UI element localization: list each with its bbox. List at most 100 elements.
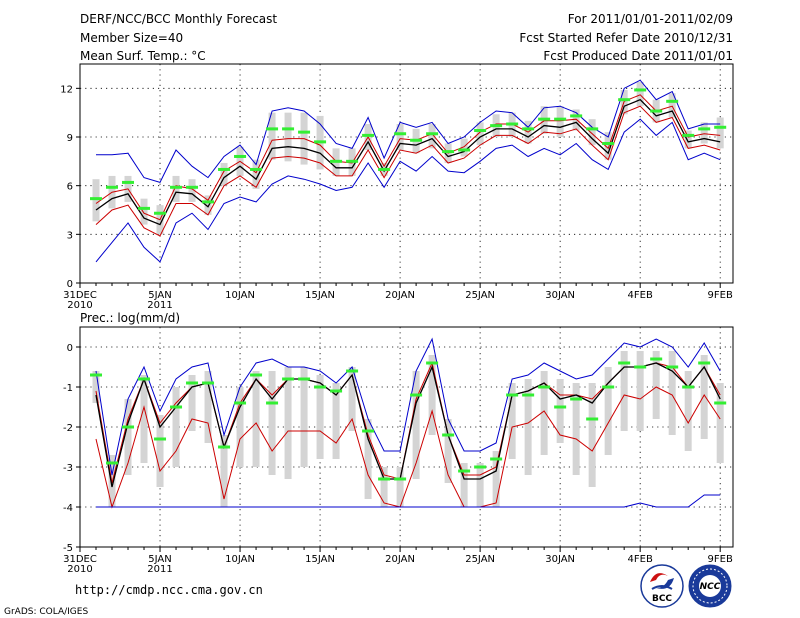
y-tick-label: -2 bbox=[63, 423, 73, 434]
median-marker bbox=[346, 159, 359, 163]
median-marker bbox=[426, 361, 439, 365]
iqr-box bbox=[668, 93, 676, 118]
iqr-box bbox=[284, 367, 292, 479]
refer-date: Fcst Started Refer Date 2010/12/31 bbox=[519, 31, 733, 45]
y-tick-label: 3 bbox=[67, 230, 73, 241]
iqr-box bbox=[700, 355, 708, 439]
y-tick-label: 0 bbox=[67, 279, 73, 290]
variable-label-precipitation: Prec.: log(mm/d) bbox=[80, 311, 180, 325]
median-marker bbox=[602, 141, 615, 145]
y-tick-label: 12 bbox=[60, 84, 73, 95]
iqr-box bbox=[588, 119, 596, 146]
median-marker bbox=[250, 373, 263, 377]
iqr-box bbox=[556, 106, 564, 137]
series-line-lower bbox=[95, 105, 721, 237]
iqr-box bbox=[220, 162, 228, 186]
iqr-box bbox=[460, 463, 468, 507]
ncc-logo-text: NCC bbox=[700, 582, 721, 592]
median-marker bbox=[714, 401, 727, 405]
x-tick-sublabel: 2010 bbox=[67, 564, 92, 575]
median-marker bbox=[234, 401, 247, 405]
median-marker bbox=[410, 393, 423, 397]
median-marker bbox=[138, 206, 151, 210]
iqr-box bbox=[252, 159, 260, 189]
median-marker bbox=[474, 465, 487, 469]
precipitation-plot-frame bbox=[79, 326, 734, 548]
median-marker bbox=[522, 393, 535, 397]
bcc-logo: BCC bbox=[640, 564, 684, 608]
x-tick-label: 4FEB bbox=[628, 554, 653, 565]
iqr-box bbox=[604, 367, 612, 455]
median-marker bbox=[474, 129, 487, 133]
y-tick-label: -5 bbox=[63, 543, 73, 554]
temperature-plot-frame bbox=[79, 63, 734, 284]
median-marker bbox=[154, 211, 167, 215]
median-marker bbox=[314, 140, 327, 144]
iqr-box bbox=[396, 467, 404, 507]
median-marker bbox=[170, 185, 183, 189]
series-line-min bbox=[95, 118, 721, 263]
iqr-box bbox=[188, 375, 196, 431]
iqr-box bbox=[364, 419, 372, 499]
median-marker bbox=[362, 133, 375, 137]
median-marker bbox=[538, 117, 551, 121]
x-tick-label: 20JAN bbox=[385, 554, 415, 565]
median-marker bbox=[106, 185, 119, 189]
iqr-box bbox=[300, 367, 308, 467]
median-marker bbox=[570, 397, 583, 401]
website-url[interactable]: http://cmdp.ncc.cma.gov.cn bbox=[75, 583, 263, 597]
median-marker bbox=[234, 154, 247, 158]
iqr-box bbox=[140, 198, 148, 225]
iqr-box bbox=[476, 463, 484, 507]
iqr-box bbox=[204, 371, 212, 443]
x-tick-label: 9FEB bbox=[708, 554, 733, 565]
iqr-box bbox=[204, 195, 212, 215]
iqr-box bbox=[636, 351, 644, 431]
median-marker bbox=[298, 130, 311, 134]
median-marker bbox=[346, 369, 359, 373]
y-tick-label: 6 bbox=[67, 182, 73, 193]
x-tick-label: 30JAN bbox=[545, 554, 575, 565]
median-marker bbox=[442, 433, 455, 437]
iqr-box bbox=[268, 371, 276, 475]
iqr-box bbox=[396, 124, 404, 150]
member-size: Member Size=40 bbox=[80, 31, 183, 45]
median-marker bbox=[426, 132, 439, 136]
x-tick-sublabel: 2011 bbox=[147, 564, 172, 575]
iqr-box bbox=[524, 379, 532, 475]
iqr-box bbox=[332, 383, 340, 459]
x-tick-label: 31DEC bbox=[63, 554, 97, 565]
iqr-box bbox=[652, 351, 660, 419]
median-marker bbox=[506, 122, 519, 126]
y-tick-label: -1 bbox=[63, 383, 73, 394]
iqr-box bbox=[556, 379, 564, 443]
iqr-box bbox=[316, 375, 324, 459]
y-tick-label: 9 bbox=[67, 133, 73, 144]
median-marker bbox=[218, 167, 231, 171]
x-tick-label: 5JAN bbox=[148, 290, 171, 301]
median-marker bbox=[650, 109, 663, 113]
iqr-box bbox=[508, 383, 516, 459]
median-marker bbox=[442, 150, 455, 154]
median-marker bbox=[554, 405, 567, 409]
x-tick-label: 10JAN bbox=[225, 290, 255, 301]
median-marker bbox=[106, 461, 119, 465]
median-marker bbox=[266, 127, 279, 131]
median-marker bbox=[586, 417, 599, 421]
chart-title: DERF/NCC/BCC Monthly Forecast bbox=[80, 12, 277, 26]
iqr-box bbox=[380, 467, 388, 507]
median-marker bbox=[378, 167, 391, 171]
median-marker bbox=[634, 365, 647, 369]
x-tick-sublabel: 2010 bbox=[67, 300, 92, 311]
y-tick-label: -4 bbox=[63, 503, 73, 514]
iqr-box bbox=[236, 387, 244, 467]
iqr-box bbox=[636, 81, 644, 107]
x-tick-label: 15JAN bbox=[305, 554, 335, 565]
median-marker bbox=[298, 377, 311, 381]
median-marker bbox=[362, 429, 375, 433]
iqr-box bbox=[428, 355, 436, 435]
iqr-box bbox=[284, 112, 292, 162]
median-marker bbox=[650, 357, 663, 361]
iqr-box bbox=[220, 435, 228, 507]
